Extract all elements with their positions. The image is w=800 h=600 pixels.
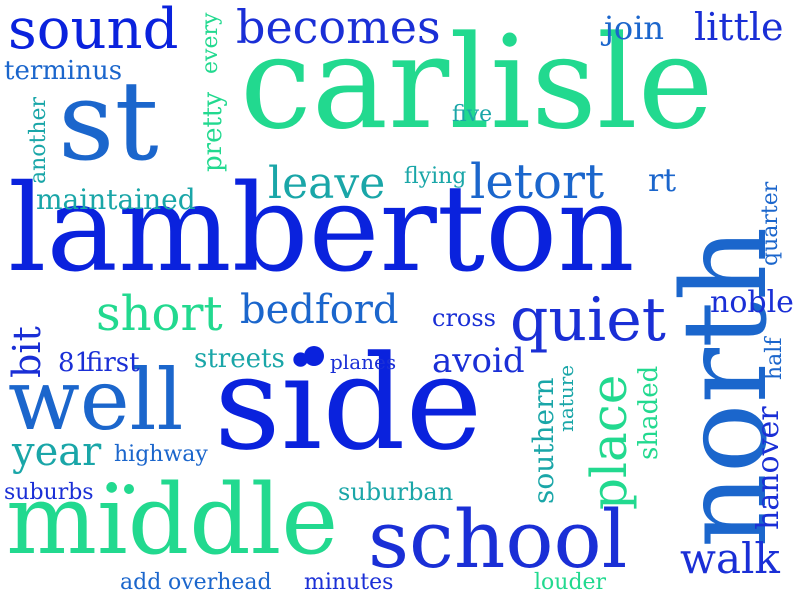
- word-noble: noble: [710, 285, 794, 320]
- word-bedford: bedford: [240, 287, 399, 333]
- word-middle: middle: [6, 464, 339, 576]
- word-sound: sound: [8, 0, 179, 62]
- word-first: first: [86, 348, 140, 378]
- dot-mark: [124, 484, 134, 494]
- word-minutes: minutes: [304, 570, 394, 595]
- word-school: school: [368, 493, 628, 586]
- word-year: year: [12, 429, 102, 475]
- word-terminus: terminus: [4, 56, 123, 86]
- word-half: half: [762, 337, 787, 380]
- word-highway: highway: [114, 442, 208, 467]
- word-walk: walk: [680, 534, 780, 583]
- word-81: 81: [58, 348, 92, 378]
- word-avoid: avoid: [432, 341, 525, 381]
- word-cross: cross: [432, 304, 496, 332]
- word-add: add: [120, 570, 162, 595]
- word-st: st: [58, 57, 159, 185]
- word-well: well: [8, 351, 184, 449]
- word-letort: letort: [470, 154, 605, 210]
- word-maintained: maintained: [36, 183, 196, 216]
- word-leave: leave: [268, 158, 386, 209]
- word-quiet: quiet: [510, 285, 666, 355]
- word-carlisle: carlisle: [240, 9, 714, 158]
- dot-mark: [304, 346, 324, 366]
- word-rt: rt: [648, 161, 677, 199]
- word-join: join: [604, 9, 665, 47]
- word-flying: flying: [404, 164, 467, 189]
- word-another: another: [26, 96, 51, 184]
- word-nature: nature: [554, 364, 578, 432]
- word-becomes: becomes: [236, 0, 441, 54]
- word-suburban: suburban: [338, 478, 454, 506]
- word-five: five: [452, 102, 493, 127]
- word-place: place: [580, 374, 638, 510]
- word-pretty: pretty: [198, 91, 228, 172]
- word-shaded: shaded: [634, 365, 664, 460]
- word-lamberton: lamberton: [8, 160, 635, 299]
- word-streets: streets: [194, 344, 285, 374]
- word-planes: planes: [330, 350, 397, 374]
- word-louder: louder: [534, 570, 607, 595]
- word-every: every: [198, 12, 223, 74]
- word-suburbs: suburbs: [4, 480, 94, 505]
- word-quarter: quarter: [758, 181, 783, 266]
- word-overhead: overhead: [168, 570, 272, 595]
- word-bit: bit: [5, 326, 49, 378]
- word-short: short: [96, 286, 223, 342]
- word-side: side: [214, 327, 483, 479]
- word-hanover: hanover: [751, 406, 786, 530]
- word-little: little: [694, 5, 784, 49]
